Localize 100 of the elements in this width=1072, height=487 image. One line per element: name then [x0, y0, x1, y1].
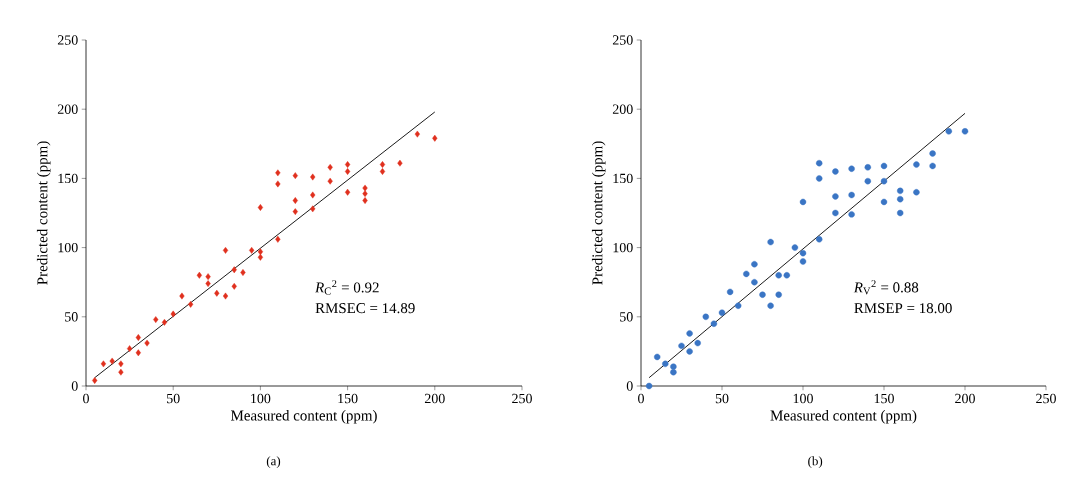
point: [751, 279, 758, 286]
point: [240, 269, 246, 276]
y-tick-label: 50: [65, 312, 78, 322]
y-tick-label: 150: [613, 173, 633, 184]
point: [153, 316, 159, 323]
x-tick-label: 200: [955, 393, 975, 404]
point: [759, 291, 766, 298]
x-axis-title: Measured content (ppm): [770, 410, 917, 424]
point: [662, 360, 669, 368]
point: [783, 272, 790, 279]
point: [214, 289, 220, 297]
point: [109, 357, 115, 365]
point: [310, 173, 316, 181]
point: [670, 363, 677, 370]
point: [799, 249, 807, 257]
point: [929, 150, 936, 157]
point: [310, 191, 316, 199]
point: [161, 318, 168, 326]
point: [670, 368, 677, 376]
point: [686, 330, 693, 337]
point: [848, 165, 855, 172]
point: [710, 320, 718, 327]
point: [327, 177, 333, 185]
point: [880, 198, 888, 206]
point: [775, 291, 782, 298]
point: [864, 164, 871, 171]
x-tick-label: 0: [638, 393, 644, 404]
point: [816, 175, 823, 182]
point: [743, 270, 750, 278]
x-tick-label: 150: [874, 393, 894, 404]
point: [292, 208, 298, 215]
point: [897, 187, 904, 195]
point: [432, 134, 438, 142]
x-tick-label: 200: [424, 393, 445, 404]
y-tick-label: 0: [71, 381, 78, 391]
annotation: RMSEC = 14.89: [315, 303, 415, 314]
point: [222, 292, 229, 300]
point: [196, 271, 202, 279]
point: [292, 197, 298, 204]
y-tick-label: 200: [57, 104, 78, 114]
annotation: RMSEP = 18.00: [854, 303, 952, 314]
point: [718, 309, 726, 316]
point: [654, 353, 661, 361]
point: [345, 161, 351, 168]
point: [913, 189, 920, 196]
point: [362, 197, 368, 204]
point: [799, 258, 807, 265]
point: [100, 360, 107, 368]
x-tick-label: 250: [1036, 393, 1056, 404]
point: [913, 161, 920, 168]
point: [170, 310, 176, 318]
y-tick-label: 200: [612, 104, 633, 114]
point: [702, 313, 709, 320]
point: [362, 184, 368, 192]
point: [767, 302, 774, 309]
point: [791, 244, 799, 251]
point: [188, 300, 194, 308]
y-tick-label: 250: [57, 35, 78, 45]
point: [880, 177, 888, 185]
point: [816, 236, 823, 243]
point: [816, 159, 823, 167]
x-tick-label: 50: [715, 393, 729, 404]
point: [179, 292, 185, 300]
y-tick-label: 250: [612, 35, 633, 45]
point: [345, 188, 351, 196]
point: [231, 282, 237, 290]
x-tick-label: 100: [793, 393, 813, 404]
point: [292, 172, 298, 180]
point: [257, 253, 263, 261]
y-axis-title: Predicted content (ppm): [591, 141, 606, 285]
point: [222, 246, 229, 254]
annotation: R$_{V}$$^{2}$ = 0.88: [853, 280, 919, 295]
point: [257, 204, 263, 211]
point: [832, 193, 839, 200]
y-axis-title: Predicted content (ppm): [36, 141, 51, 285]
point: [832, 168, 839, 175]
text: (a): [266, 456, 281, 468]
point: [645, 382, 653, 390]
x-tick-label: 100: [251, 393, 271, 404]
y-tick-label: 150: [58, 173, 78, 184]
point: [929, 162, 936, 170]
point: [275, 235, 281, 243]
y-tick-label: 0: [626, 381, 633, 391]
point: [118, 360, 124, 368]
point: [735, 302, 742, 309]
x-axis-title: Measured content (ppm): [230, 410, 377, 424]
point: [118, 368, 124, 376]
point: [397, 159, 403, 167]
point: [897, 209, 904, 217]
point: [379, 168, 386, 175]
text: (b): [808, 456, 823, 468]
point: [832, 209, 839, 217]
y-tick-label: 100: [58, 242, 78, 253]
point: [414, 130, 420, 138]
point: [205, 273, 211, 281]
point: [144, 339, 150, 347]
point: [345, 168, 351, 175]
point: [135, 334, 141, 341]
x-tick-label: 50: [167, 393, 180, 404]
point: [799, 198, 807, 206]
